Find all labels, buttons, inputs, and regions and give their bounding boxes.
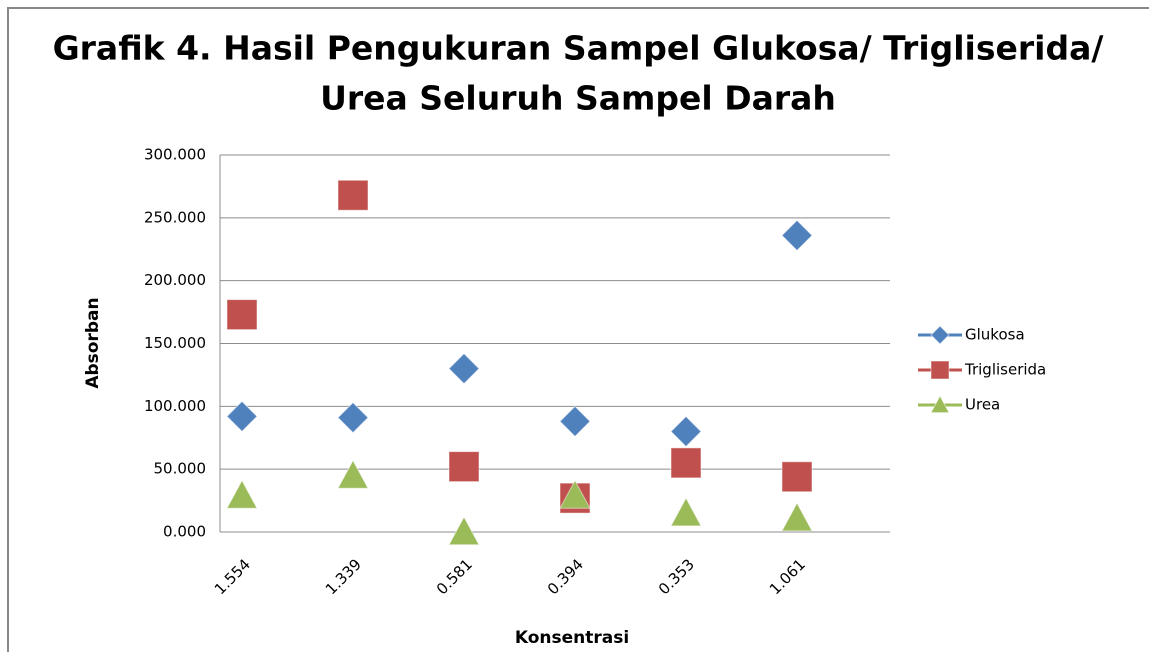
y-tick-label: 300.000	[144, 146, 206, 164]
x-tick-label: 1.554	[211, 555, 254, 598]
legend-label: Urea	[965, 396, 1000, 414]
marker-square	[337, 179, 369, 211]
y-axis-title: Absorban	[83, 297, 103, 388]
x-tick-label: 0.581	[433, 555, 476, 598]
legend-label: Glukosa	[965, 326, 1025, 344]
x-axis-title: Konsentrasi	[515, 628, 629, 648]
y-tick-label: 250.000	[144, 208, 206, 226]
marker-diamond	[226, 400, 258, 433]
marker-diamond	[670, 415, 702, 448]
y-tick-label: 100.000	[144, 397, 206, 415]
x-tick-label: 1.339	[322, 555, 365, 598]
marker-triangle	[337, 459, 369, 489]
marker-triangle	[559, 479, 591, 509]
marker-diamond	[930, 325, 950, 345]
x-tick-label: 0.394	[544, 555, 587, 598]
legend-label: Trigliserida	[964, 361, 1046, 379]
chart-title: Urea Seluruh Sampel Darah	[320, 79, 836, 118]
x-tick-label: 0.353	[655, 555, 698, 598]
x-tick-label: 1.061	[766, 555, 809, 598]
frame	[7, 7, 1149, 652]
y-tick-label: 150.000	[144, 334, 206, 352]
marker-triangle	[930, 394, 950, 414]
marker-triangle	[781, 502, 813, 532]
marker-triangle	[226, 479, 258, 509]
marker-diamond	[337, 401, 369, 434]
marker-square	[226, 299, 258, 331]
marker-square	[670, 447, 702, 479]
y-tick-label: 200.000	[144, 271, 206, 289]
marker-square	[781, 461, 813, 493]
y-tick-label: 0.000	[163, 523, 206, 541]
marker-triangle	[448, 515, 480, 546]
y-tick-label: 50.000	[154, 460, 207, 478]
marker-square	[448, 451, 480, 483]
chart-title: Grafik 4. Hasil Pengukuran Sampel Glukos…	[53, 29, 1105, 68]
marker-diamond	[559, 405, 591, 438]
marker-square	[930, 360, 950, 380]
marker-diamond	[448, 352, 480, 385]
marker-diamond	[781, 219, 813, 252]
marker-triangle	[670, 497, 702, 527]
